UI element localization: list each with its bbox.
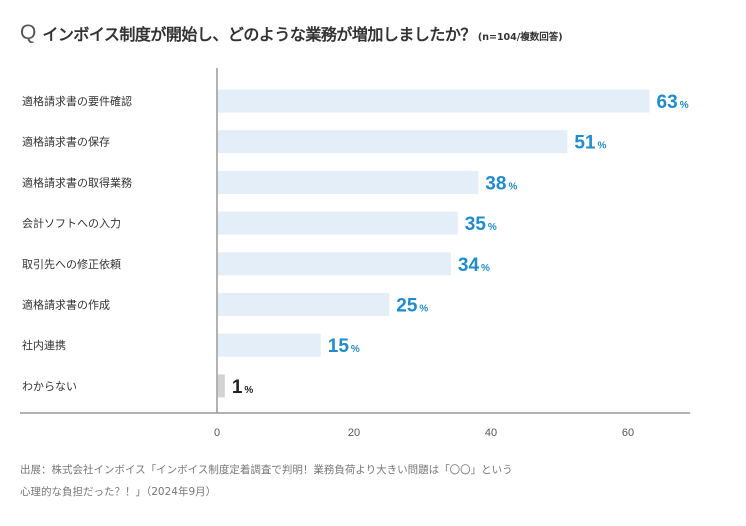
bar — [218, 374, 225, 398]
value-label: 34% — [458, 255, 490, 276]
source-line-1: 出展：株式会社インボイス「インボイス制度定着調査で判明！業務負荷より大きい問題は… — [20, 464, 513, 476]
bar — [218, 293, 390, 316]
value-label: 35% — [465, 214, 497, 235]
category-label: 適格請求書の要件確認 — [22, 94, 132, 108]
bar — [218, 130, 568, 154]
category-label: 社内連携 — [22, 338, 66, 352]
chart-title: Q インボイス制度が開始し、どのような業務が増加しましたか？ (n=104/複数… — [20, 18, 563, 48]
value-label: 51% — [574, 133, 606, 154]
value-label: 38% — [485, 173, 517, 194]
value-label: 15% — [328, 336, 360, 357]
category-label: 適格請求書の作成 — [22, 298, 110, 312]
category-label: 適格請求書の保存 — [22, 135, 110, 149]
source-note: 出展：株式会社インボイス「インボイス制度定着調査で判明！業務負荷より大きい問題は… — [20, 459, 720, 503]
question-text: インボイス制度が開始し、どのような業務が増加しましたか？ — [42, 25, 476, 44]
x-tick-label: 60 — [622, 427, 634, 439]
question-mark-label: Q — [20, 21, 37, 44]
category-label: 適格請求書の取得業務 — [22, 175, 132, 189]
x-tick-label: 20 — [348, 427, 360, 439]
value-label: 63% — [657, 92, 689, 113]
value-label: 1% — [232, 377, 254, 398]
bar-chart: 適格請求書の要件確認 63 % 適格請求書の保存 51 % 適格請求書の取得業務 38 % 会計ソ… — [20, 68, 690, 439]
category-label: わからない — [22, 380, 77, 393]
bar — [218, 170, 479, 194]
bar — [218, 252, 451, 276]
bar — [218, 89, 650, 113]
x-tick-label: 0 — [214, 427, 220, 439]
category-label: 取引先への修正依頼 — [22, 257, 121, 271]
category-label: 会計ソフトへの入力 — [22, 216, 121, 230]
bar — [218, 333, 321, 357]
bar — [218, 211, 458, 235]
source-line-2: 心理的な負担だった？！」（2024年9月） — [20, 486, 217, 498]
x-tick-label: 40 — [485, 427, 497, 439]
value-label: 25% — [396, 296, 428, 317]
sample-size-note: (n=104/複数回答) — [477, 31, 563, 43]
